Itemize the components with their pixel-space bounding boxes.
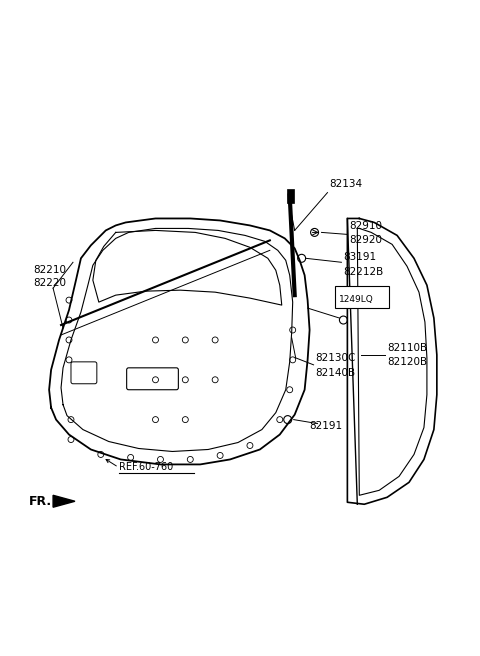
Text: 1249LQ: 1249LQ [339, 295, 374, 304]
Text: 82140B: 82140B [315, 368, 356, 378]
Text: 82130C: 82130C [315, 353, 356, 363]
Text: 82110B: 82110B [387, 343, 427, 353]
Text: 82910: 82910 [349, 222, 383, 232]
Text: 82210: 82210 [33, 265, 66, 276]
Text: REF.60-760: REF.60-760 [119, 462, 173, 472]
Text: 82220: 82220 [33, 278, 66, 288]
Text: 82920: 82920 [349, 236, 383, 245]
Text: 82120B: 82120B [387, 357, 427, 367]
Text: 83191: 83191 [343, 253, 376, 262]
Text: 82191: 82191 [310, 420, 343, 430]
FancyBboxPatch shape [287, 188, 294, 203]
Text: 82134: 82134 [329, 178, 362, 189]
Text: FR.: FR. [29, 495, 52, 508]
Text: 82212B: 82212B [343, 267, 384, 277]
FancyBboxPatch shape [336, 286, 389, 308]
Polygon shape [53, 495, 75, 507]
